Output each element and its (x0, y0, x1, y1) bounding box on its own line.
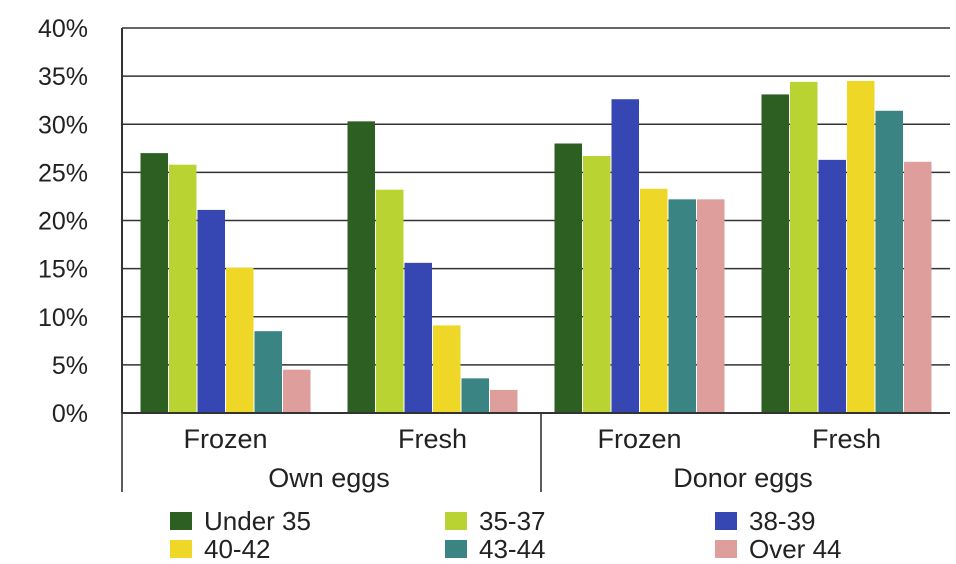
bar (847, 80, 875, 413)
category-label: Frozen (597, 424, 681, 454)
legend-swatch (445, 540, 467, 558)
legend: Under 35 35-37 38-39 40-42 43-44 Over 44 (170, 508, 930, 562)
category-label: Frozen (183, 424, 267, 454)
legend-label: 40-42 (204, 534, 271, 564)
legend-item: Under 35 (170, 508, 311, 534)
y-tick-label: 5% (52, 352, 88, 380)
bar (376, 189, 404, 413)
bar (461, 378, 489, 413)
bar (140, 153, 168, 413)
legend-item: 43-44 (445, 536, 546, 562)
bar (433, 325, 461, 413)
legend-label: Over 44 (749, 534, 842, 564)
x-axis-labels: Frozen Fresh Frozen Fresh Own eggs Donor eggs (183, 424, 881, 493)
bar (254, 331, 282, 413)
legend-swatch (715, 540, 737, 558)
legend-label: 38-39 (749, 506, 816, 536)
bar (640, 188, 668, 413)
group-label: Own eggs (268, 463, 390, 493)
bar (283, 369, 311, 413)
legend-swatch (170, 512, 192, 530)
bar (697, 199, 725, 413)
bar (668, 199, 696, 413)
category-label: Fresh (398, 424, 467, 454)
legend-item: 40-42 (170, 536, 271, 562)
bar (404, 262, 432, 413)
bar (347, 121, 375, 414)
legend-swatch (445, 512, 467, 530)
category-label: Fresh (812, 424, 881, 454)
axes (121, 28, 950, 492)
bar (226, 267, 254, 413)
legend-swatch (715, 512, 737, 530)
legend-label: 43-44 (479, 534, 546, 564)
y-tick-label: 0% (52, 400, 88, 428)
y-tick-label: 30% (38, 111, 88, 139)
bar (761, 94, 789, 413)
bar (790, 81, 818, 414)
y-tick-label: 25% (38, 159, 88, 187)
gridlines (122, 27, 950, 366)
legend-item: 38-39 (715, 508, 816, 534)
legend-label: 35-37 (479, 506, 546, 536)
bar (611, 99, 639, 413)
legend-item: Over 44 (715, 536, 842, 562)
bar (490, 389, 518, 413)
bar (197, 209, 225, 413)
y-tick-label: 15% (38, 256, 88, 284)
y-tick-label: 10% (38, 304, 88, 332)
bars (140, 80, 932, 414)
y-tick-label: 40% (38, 15, 88, 43)
bar (554, 143, 582, 413)
bar (818, 159, 846, 413)
legend-swatch (170, 540, 192, 558)
bar (904, 161, 932, 413)
bar (875, 110, 903, 414)
y-tick-label: 35% (38, 63, 88, 91)
bar (169, 164, 197, 413)
legend-item: 35-37 (445, 508, 546, 534)
y-tick-label: 20% (38, 208, 88, 236)
legend-label: Under 35 (204, 506, 311, 536)
bar (583, 156, 611, 413)
group-label: Donor eggs (673, 463, 813, 493)
y-axis-ticks: 0% 5% 10% 15% 20% 25% 30% 35% 40% (38, 15, 88, 428)
